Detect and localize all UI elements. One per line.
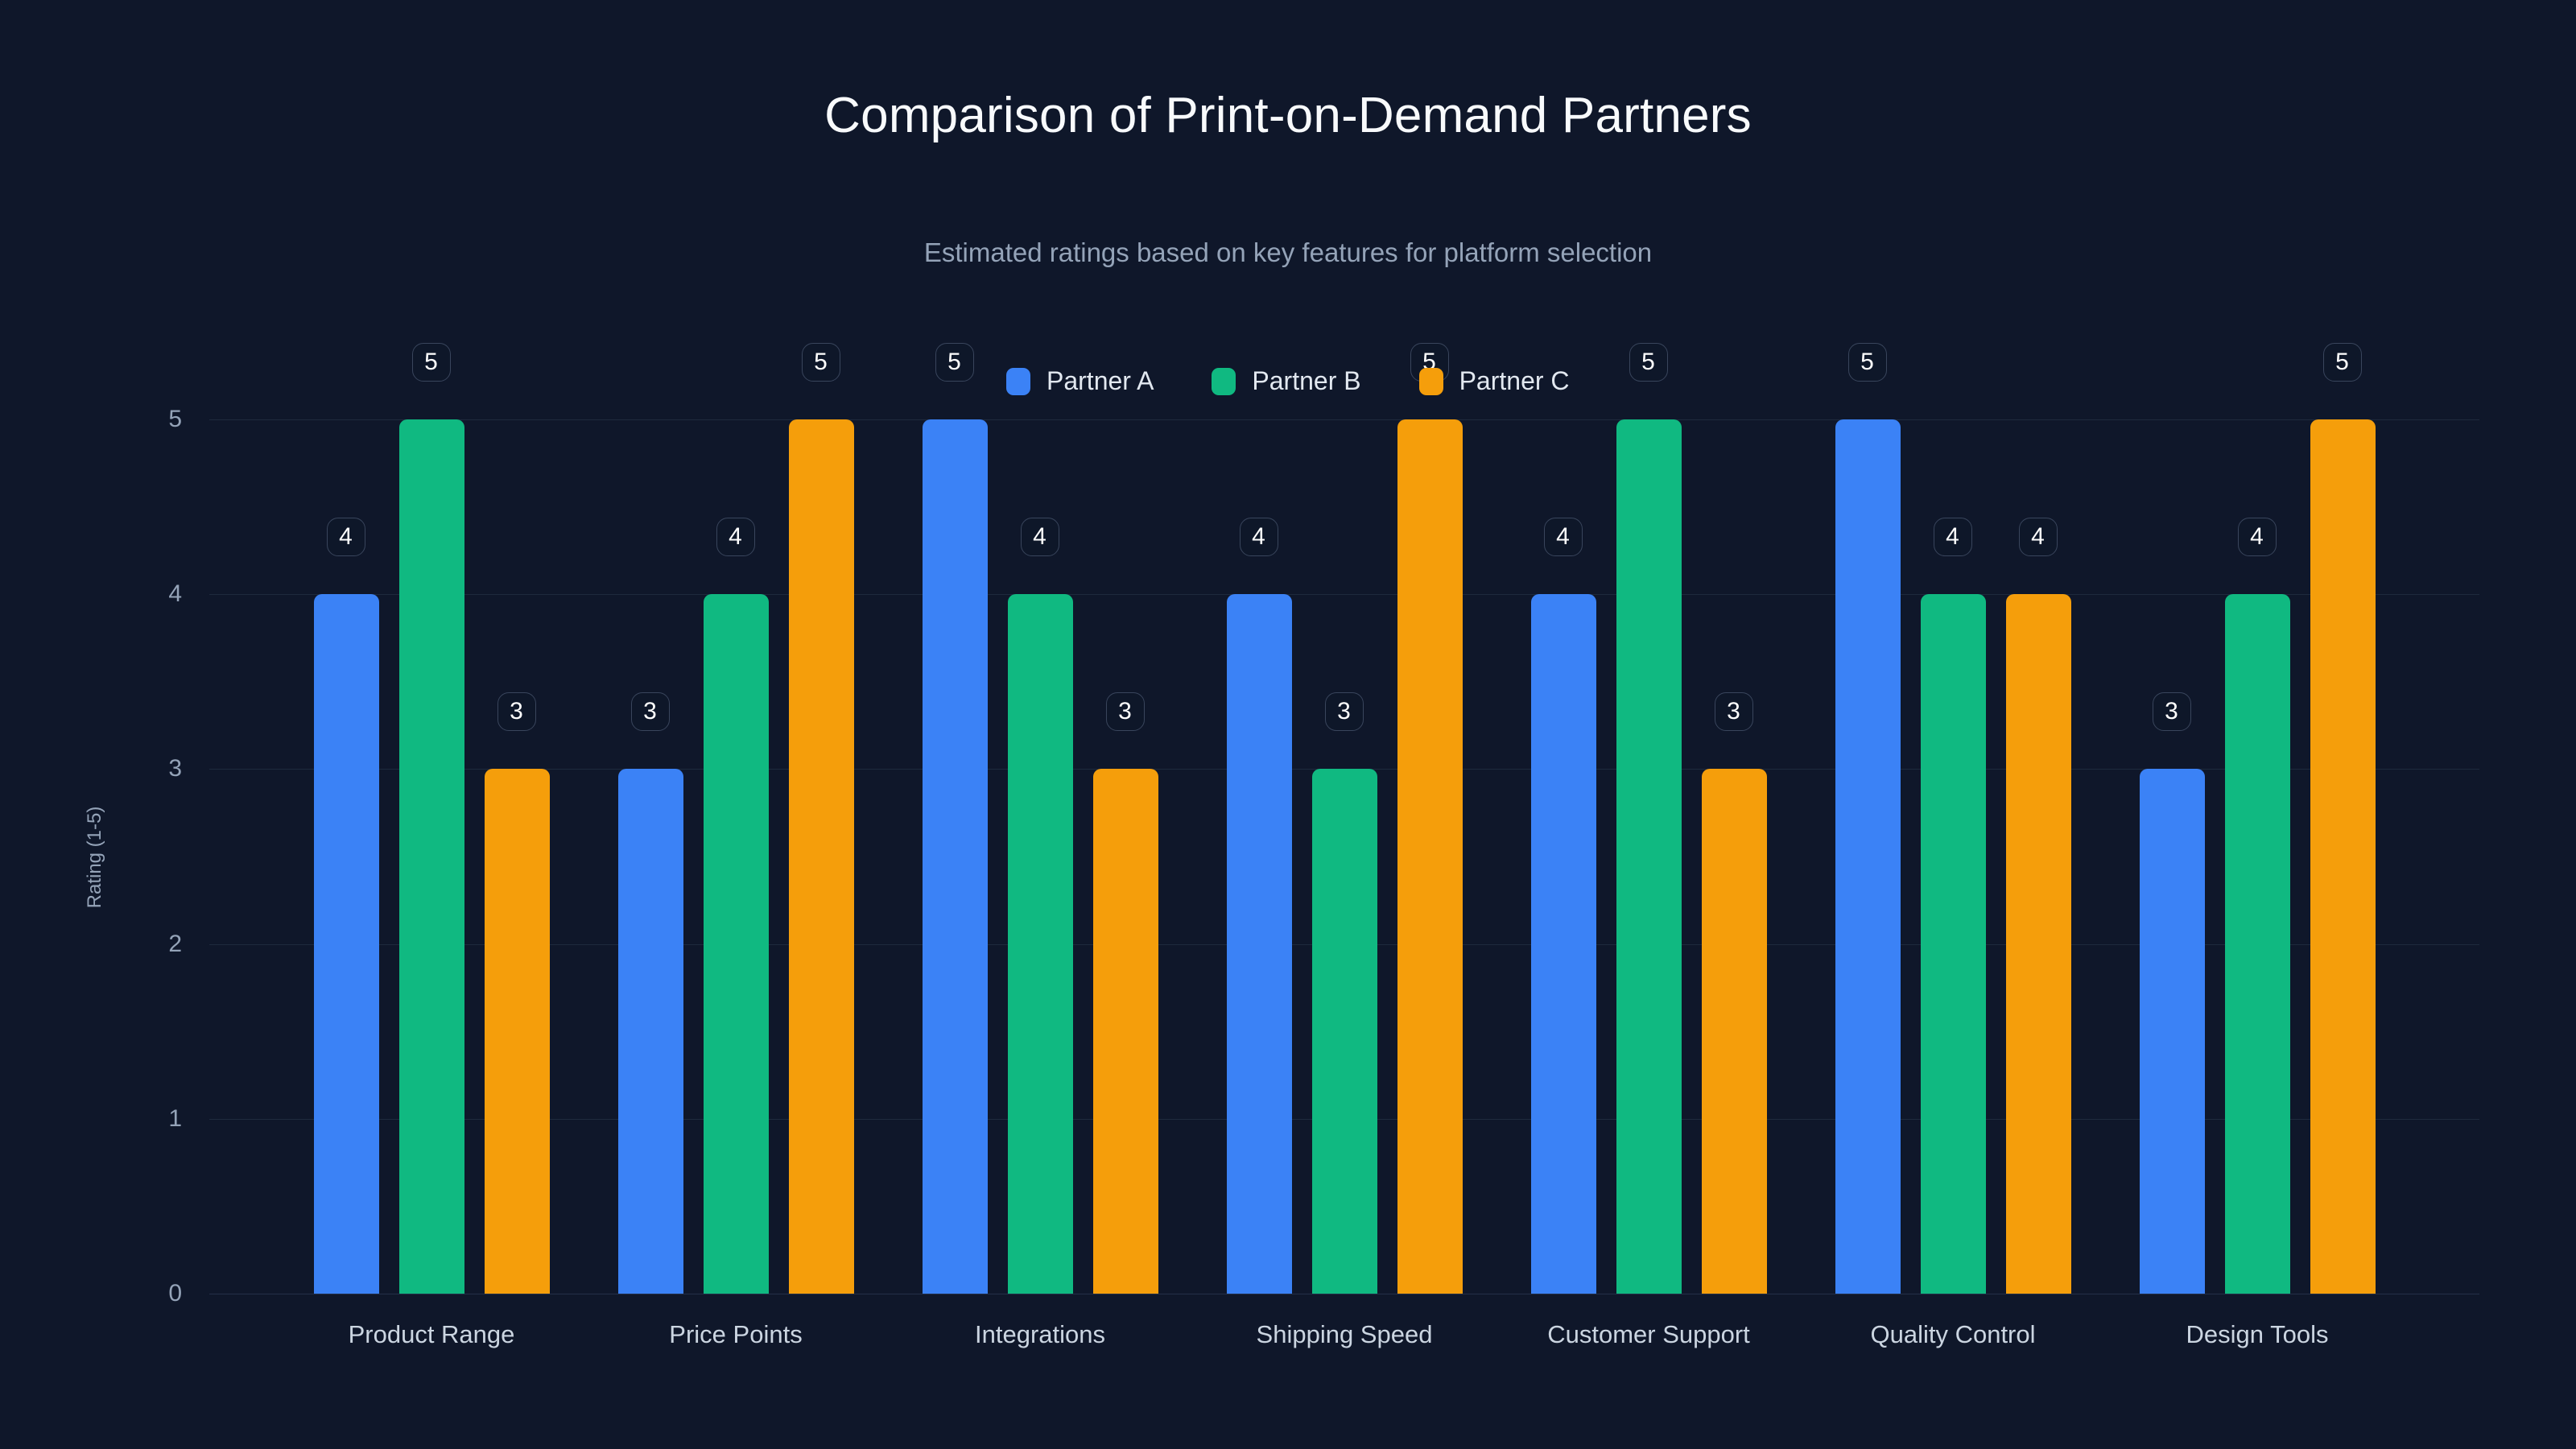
chart-subtitle: Estimated ratings based on key features … xyxy=(923,237,1653,267)
bar-value-badge: 5 xyxy=(411,343,451,382)
bar-value-badge: 3 xyxy=(1105,692,1145,732)
bar-value-badge: 3 xyxy=(1324,692,1364,732)
y-axis-tick-label: 0 xyxy=(168,1280,182,1307)
bar[interactable] xyxy=(2224,594,2290,1294)
bar[interactable] xyxy=(1397,419,1463,1294)
bar-value-badge: 4 xyxy=(716,518,755,557)
bar[interactable] xyxy=(922,419,988,1294)
x-axis-category-label: Shipping Speed xyxy=(1256,1320,1433,1348)
legend-swatch-icon xyxy=(1006,367,1030,395)
x-axis-labels: Product Range Price Points Integrations Shi… xyxy=(209,1320,2479,1368)
bar[interactable] xyxy=(1616,419,1682,1294)
legend-swatch-icon xyxy=(1418,367,1443,395)
bar[interactable] xyxy=(1530,594,1596,1294)
bar[interactable] xyxy=(1920,594,1986,1294)
y-axis-tick-label: 2 xyxy=(168,930,182,957)
bar-value-badge: 5 xyxy=(1629,343,1668,382)
y-axis-tick-label: 4 xyxy=(168,580,182,608)
gridline xyxy=(209,419,2479,420)
bar[interactable] xyxy=(1007,594,1073,1294)
legend-swatch-icon xyxy=(1212,367,1236,395)
bar[interactable] xyxy=(484,769,550,1294)
y-axis-tick-label: 1 xyxy=(168,1104,182,1132)
bar-value-badge: 4 xyxy=(1933,518,1972,557)
bar-value-badge: 5 xyxy=(2322,343,2362,382)
bar[interactable] xyxy=(1701,769,1767,1294)
bar-value-badge: 5 xyxy=(935,343,974,382)
x-axis-category-label: Integrations xyxy=(975,1320,1105,1348)
legend-item-partner-a[interactable]: Partner A xyxy=(1006,366,1154,396)
x-axis-category-label: Quality Control xyxy=(1870,1320,2036,1348)
x-axis-category-label: Product Range xyxy=(348,1320,515,1348)
y-axis-title: Rating (1-5) xyxy=(84,806,105,909)
bar-value-badge: 3 xyxy=(2152,692,2191,732)
y-axis-tick-label: 5 xyxy=(168,406,182,432)
bar[interactable] xyxy=(703,594,769,1294)
bar[interactable] xyxy=(398,419,464,1294)
bar-value-badge: 4 xyxy=(1239,518,1278,557)
bar[interactable] xyxy=(2139,769,2205,1294)
x-axis-category-label: Design Tools xyxy=(2186,1320,2329,1348)
gridline xyxy=(209,594,2479,596)
x-axis-category-label: Customer Support xyxy=(1547,1320,1750,1348)
bar[interactable] xyxy=(617,769,683,1294)
bar-value-badge: 4 xyxy=(1020,518,1059,557)
legend-label: Partner C xyxy=(1459,366,1570,395)
bar-value-badge: 4 xyxy=(326,518,365,557)
bar[interactable] xyxy=(1092,769,1158,1294)
chart-legend: Partner A Partner B Partner C xyxy=(1006,366,1570,396)
x-axis-category-label: Price Points xyxy=(669,1320,803,1348)
bar-value-badge: 3 xyxy=(497,692,536,732)
bar-value-badge: 4 xyxy=(2237,518,2277,557)
bar[interactable] xyxy=(313,594,379,1294)
chart-title: Comparison of Print-on-Demand Partners xyxy=(824,88,1752,143)
bar[interactable] xyxy=(788,419,854,1294)
bar-value-badge: 5 xyxy=(801,343,840,382)
legend-item-partner-b[interactable]: Partner B xyxy=(1212,366,1361,396)
bar-value-badge: 4 xyxy=(2018,518,2058,557)
bar[interactable] xyxy=(1835,419,1901,1294)
bar-value-badge: 3 xyxy=(630,692,670,732)
legend-label: Partner B xyxy=(1252,366,1361,395)
bar[interactable] xyxy=(1226,594,1292,1294)
bar[interactable] xyxy=(1311,769,1377,1294)
bar-value-badge: 3 xyxy=(1714,692,1753,732)
legend-label: Partner A xyxy=(1046,366,1154,395)
bar-value-badge: 4 xyxy=(1543,518,1583,557)
y-axis-tick-label: 3 xyxy=(168,755,182,782)
bar[interactable] xyxy=(2310,419,2376,1294)
bar[interactable] xyxy=(2005,594,2071,1294)
legend-item-partner-c[interactable]: Partner C xyxy=(1418,366,1570,396)
bar-value-badge: 5 xyxy=(1847,343,1887,382)
